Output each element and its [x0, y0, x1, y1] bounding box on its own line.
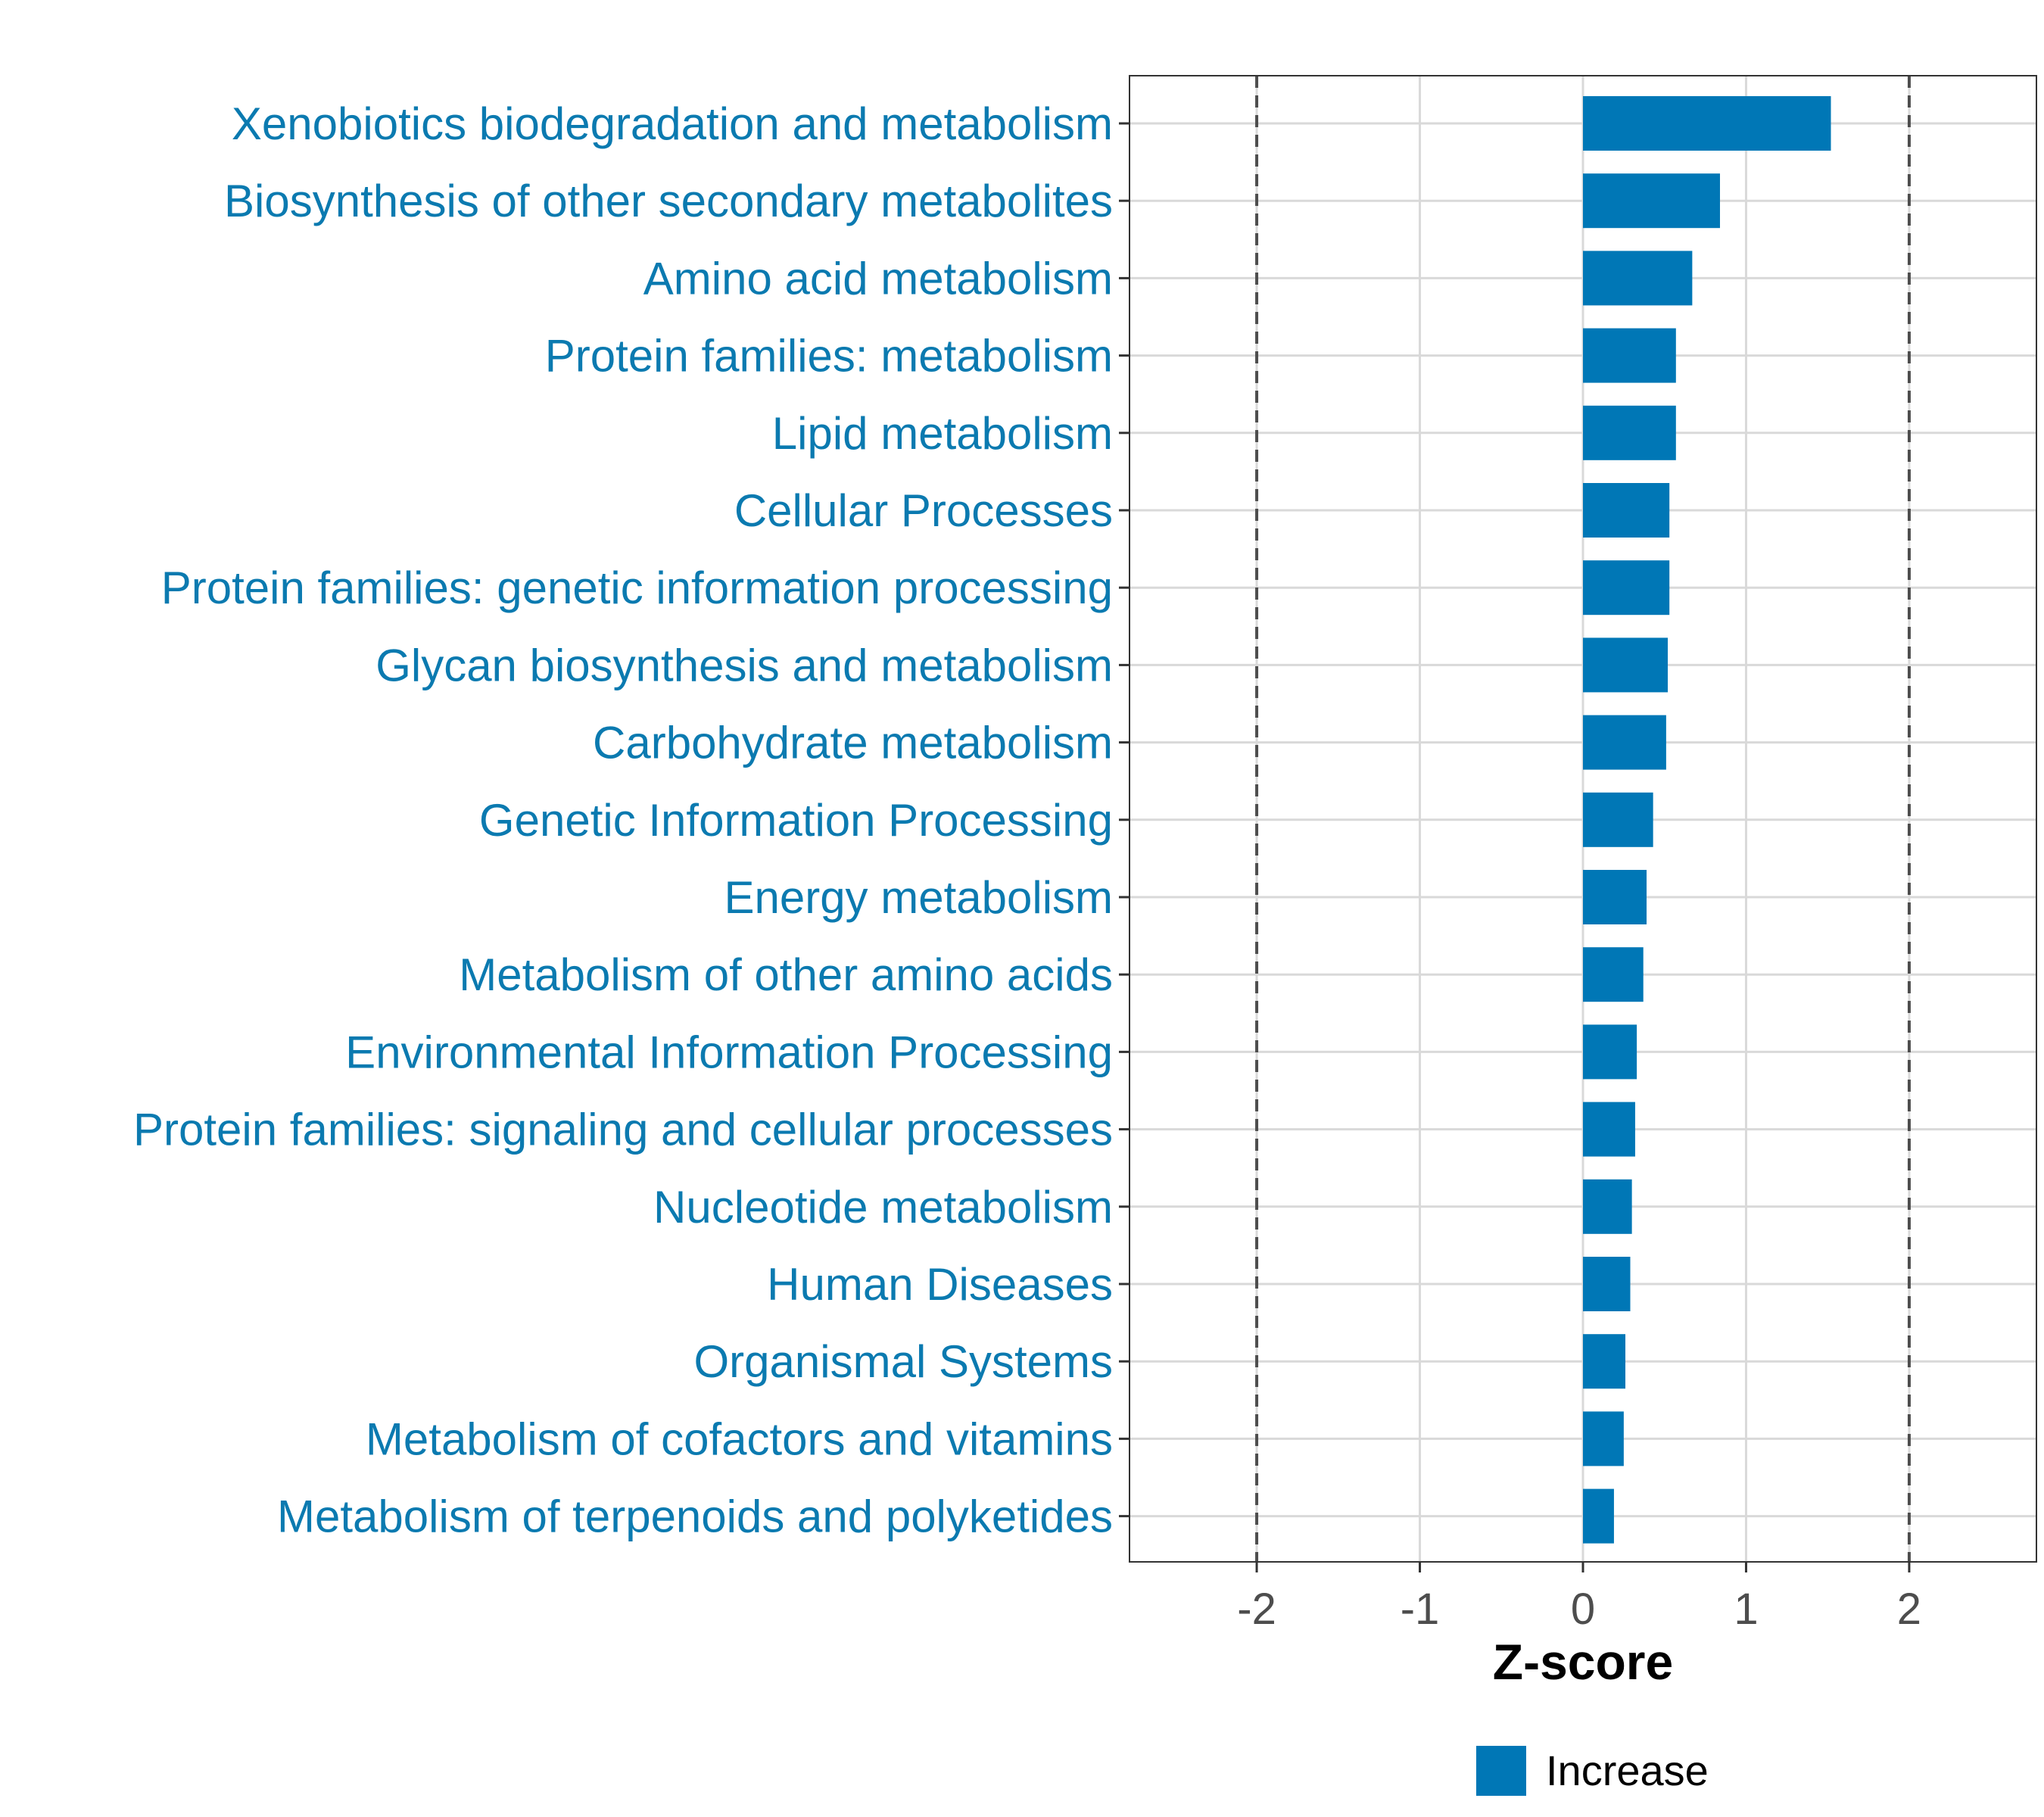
category-label: Protein families: metabolism: [545, 331, 1113, 382]
category-labels: Xenobiotics biodegradation and metabolis…: [133, 98, 1113, 1542]
x-axis-title: Z-score: [1493, 1634, 1673, 1690]
category-label: Xenobiotics biodegradation and metabolis…: [232, 98, 1113, 149]
category-label: Organismal Systems: [694, 1336, 1113, 1387]
bar: [1583, 1411, 1624, 1466]
bars: [1583, 96, 1831, 1544]
bar: [1583, 483, 1670, 538]
x-tick-label: -2: [1237, 1585, 1276, 1634]
legend-key-increase: [1476, 1746, 1526, 1796]
bar: [1583, 1102, 1635, 1157]
bar: [1583, 1334, 1626, 1389]
x-axis-ticks: -2 -1 0 1 2: [1237, 1562, 1921, 1634]
x-tick-label: -1: [1401, 1585, 1440, 1634]
bar: [1583, 560, 1670, 616]
bar: [1583, 1024, 1637, 1080]
bar: [1583, 173, 1720, 229]
x-tick-label: 1: [1734, 1585, 1758, 1634]
bar: [1583, 1488, 1614, 1544]
category-label: Protein families: signaling and cellular…: [133, 1105, 1113, 1155]
category-label: Human Diseases: [767, 1259, 1113, 1310]
category-label: Nucleotide metabolism: [653, 1182, 1113, 1233]
bar: [1583, 715, 1666, 770]
category-label: Lipid metabolism: [772, 408, 1113, 459]
bar: [1583, 328, 1676, 383]
bar: [1583, 637, 1669, 693]
bar: [1583, 792, 1653, 847]
bar: [1583, 96, 1831, 151]
category-label: Environmental Information Processing: [345, 1027, 1113, 1077]
bar: [1583, 405, 1676, 460]
category-label: Metabolism of other amino acids: [459, 949, 1113, 1000]
reference-lines: [1255, 76, 1911, 1562]
category-label: Carbohydrate metabolism: [593, 718, 1113, 768]
legend-label-increase: Increase: [1546, 1747, 1709, 1794]
bar: [1583, 947, 1644, 1002]
bar: [1583, 1179, 1632, 1234]
category-label: Glycan biosynthesis and metabolism: [375, 640, 1113, 690]
bar: [1583, 251, 1693, 306]
legend: Increase: [1476, 1746, 1709, 1796]
category-label: Metabolism of cofactors and vitamins: [366, 1413, 1113, 1464]
y-axis-ticks: [1119, 122, 1129, 1518]
category-label: Amino acid metabolism: [643, 253, 1113, 304]
category-label: Genetic Information Processing: [479, 795, 1113, 846]
x-tick-label: 0: [1571, 1585, 1595, 1634]
category-label: Cellular Processes: [734, 485, 1113, 536]
category-label: Metabolism of terpenoids and polyketides: [277, 1491, 1113, 1542]
bar: [1583, 1257, 1631, 1311]
category-label: Protein families: genetic information pr…: [161, 563, 1113, 613]
category-label: Biosynthesis of other secondary metaboli…: [224, 176, 1113, 226]
category-label: Energy metabolism: [724, 872, 1113, 923]
x-tick-label: 2: [1897, 1585, 1921, 1634]
bar: [1583, 870, 1647, 924]
